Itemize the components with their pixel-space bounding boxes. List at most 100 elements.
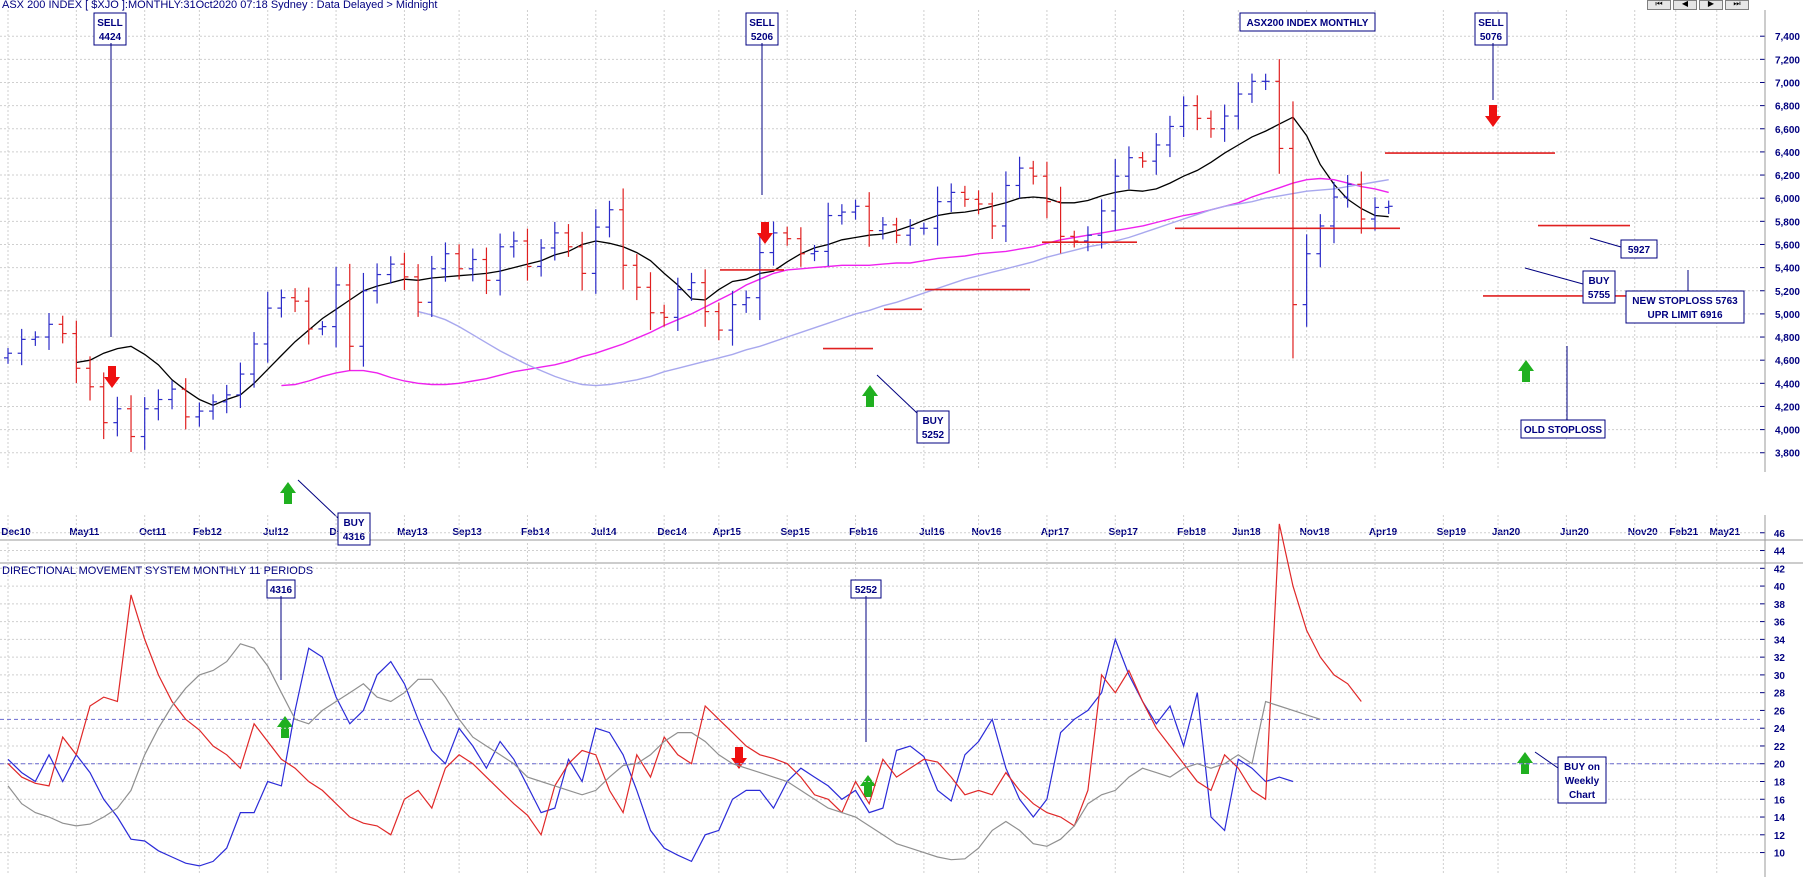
y-tick-label: 4,800 [1775, 333, 1800, 344]
y-tick-label: 7,200 [1775, 55, 1800, 66]
ohlc-bar [127, 395, 136, 453]
ohlc-bar [742, 290, 751, 313]
annotation-text: BUY on [1564, 762, 1600, 773]
ohlc-bar [17, 328, 26, 366]
x-tick-label: Apr19 [1369, 527, 1398, 538]
annotation-text: UPR LIMIT 6916 [1647, 310, 1722, 321]
ohlc-bar [45, 313, 54, 350]
ohlc-bar [755, 233, 764, 321]
annotation-box: SELL 5076 [1474, 12, 1508, 46]
ohlc-bar [878, 217, 887, 240]
y-tick-label: 42 [1774, 564, 1786, 575]
ohlc-bar [619, 188, 628, 290]
ohlc-bar [468, 248, 477, 282]
annotation-text: 5076 [1480, 32, 1503, 43]
ohlc-bar [99, 372, 108, 440]
ohlc-bar [304, 287, 313, 345]
annotation-box: BUY on Weekly Chart [1557, 756, 1607, 804]
ohlc-bar [1001, 171, 1010, 243]
ohlc-bar [1042, 161, 1051, 219]
x-tick-label: Nov16 [972, 527, 1002, 538]
y-tick-label: 44 [1774, 547, 1786, 558]
x-tick-label: Sep15 [780, 527, 810, 538]
y-tick-label: 32 [1774, 653, 1786, 664]
annotation-text: 5252 [922, 430, 945, 441]
ohlc-bar [1152, 133, 1161, 175]
annotation-text: Weekly [1565, 776, 1600, 787]
prev-icon[interactable]: ◀ [1673, 0, 1697, 10]
ohlc-bar [1247, 73, 1256, 103]
ohlc-bar [564, 224, 573, 257]
buy-arrow-icon [1518, 360, 1534, 382]
ohlc-bar [947, 183, 956, 212]
x-tick-label: Feb16 [849, 527, 878, 538]
ohlc-bar [222, 384, 231, 414]
ohlc-bar [1015, 156, 1024, 199]
last-icon[interactable]: ⏭ [1725, 0, 1749, 10]
ohlc-bar [1371, 197, 1379, 231]
ohlc-bar [345, 263, 354, 371]
y-tick-label: 6,200 [1775, 171, 1800, 182]
y-tick-label: 5,800 [1775, 217, 1800, 228]
ohlc-bar [72, 320, 81, 384]
next-icon[interactable]: ▶ [1699, 0, 1723, 10]
ohlc-bar [291, 288, 300, 313]
y-tick-label: 4,000 [1775, 426, 1800, 437]
moving-average-long [417, 179, 1389, 387]
ohlc-bar [960, 185, 969, 207]
annotation-text: BUY [343, 518, 364, 529]
annotation-box: 5927 [1620, 239, 1658, 259]
ohlc-bar [632, 254, 641, 301]
annotation-connector [1589, 237, 1622, 248]
ohlc-bar [277, 289, 286, 318]
x-tick-label: Apr15 [713, 527, 742, 538]
x-tick-label: Jan20 [1492, 527, 1521, 538]
y-tick-label: 7,400 [1775, 32, 1800, 43]
ohlc-bar [427, 255, 436, 317]
moving-average-short [76, 116, 1389, 407]
annotation-text: NEW STOPLOSS 5763 [1632, 296, 1738, 307]
dmi-panel-title: DIRECTIONAL MOVEMENT SYSTEM MONTHLY 11 P… [2, 565, 313, 577]
y-tick-label: 6,600 [1775, 125, 1800, 136]
x-tick-label: Feb21 [1669, 527, 1698, 538]
sell-arrow-icon [104, 366, 120, 388]
y-tick-label: 16 [1774, 795, 1786, 806]
ohlc-bar [1111, 159, 1120, 231]
ohlc-bar [714, 302, 723, 341]
ohlc-bar [865, 192, 874, 247]
ohlc-bar [195, 402, 204, 427]
annotation-text: OLD STOPLOSS [1524, 425, 1602, 436]
x-tick-label: Jun20 [1560, 527, 1589, 538]
annotation-connector [1534, 751, 1559, 769]
ohlc-bar [250, 332, 259, 388]
ohlc-bar [660, 304, 669, 327]
y-tick-label: 5,000 [1775, 310, 1800, 321]
y-tick-label: 34 [1774, 635, 1786, 646]
annotation-text: 5206 [751, 32, 774, 43]
annotation-box: SELL 5206 [745, 12, 779, 46]
ohlc-bar [919, 222, 928, 235]
annotation-text: 5252 [855, 585, 878, 596]
x-tick-label: Apr17 [1041, 527, 1070, 538]
first-icon[interactable]: ⏮ [1647, 0, 1671, 10]
y-tick-label: 4,600 [1775, 356, 1800, 367]
y-tick-label: 28 [1774, 689, 1786, 700]
ohlc-bar [181, 378, 190, 430]
ohlc-bar [537, 239, 546, 277]
annotation-text: ASX200 INDEX MONTHLY [1247, 18, 1369, 29]
ohlc-bar [1220, 104, 1229, 142]
chart-header-title: ASX 200 INDEX [ $XJO ]:MONTHLY:31Oct2020… [2, 0, 437, 11]
ohlc-bar [1343, 175, 1352, 208]
ohlc-bar [673, 277, 682, 331]
ohlc-bar [591, 209, 600, 294]
annotation-connector [297, 479, 339, 519]
annotation-text: Chart [1569, 790, 1596, 801]
ohlc-bar [810, 244, 819, 262]
y-tick-label: 18 [1774, 777, 1786, 788]
annotation-box: BUY 5755 [1582, 270, 1616, 304]
annotation-box: 5252 [850, 579, 882, 599]
y-tick-label: 3,800 [1775, 449, 1800, 460]
ohlc-bar [386, 256, 395, 284]
sell-arrow-icon [757, 222, 773, 244]
